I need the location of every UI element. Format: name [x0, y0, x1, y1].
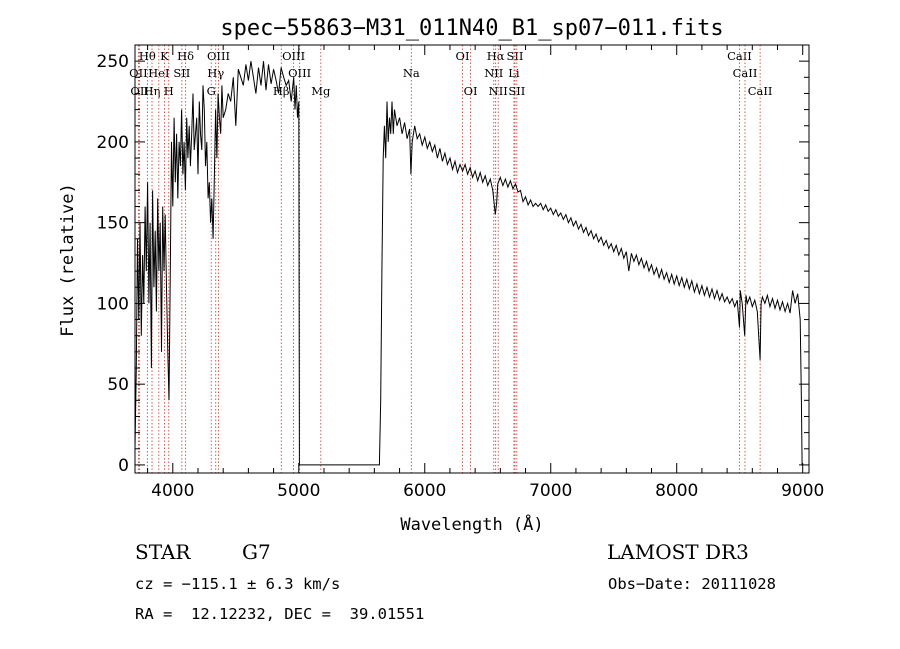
x-tick-label: 4000: [151, 481, 194, 501]
spectral-line-label: Hδ: [177, 49, 194, 63]
spectral-line-label: OIII: [207, 49, 230, 63]
y-tick-label: 250: [97, 52, 129, 72]
spectral-line-label: Hβ: [273, 84, 290, 98]
spectral-line-label: CaII: [733, 66, 758, 80]
spectral-line-label: K: [160, 49, 169, 63]
spectral-line-label: NII: [489, 84, 508, 98]
spectral-line-label: Li: [508, 66, 520, 80]
y-tick-label: 100: [97, 294, 129, 314]
spectral-line-label: NII: [484, 66, 503, 80]
spectral-line-label: Hη: [144, 84, 161, 98]
x-tick-label: 7000: [529, 481, 572, 501]
spectral-line-label: OIII: [288, 66, 311, 80]
x-tick-label: 6000: [403, 481, 446, 501]
spectral-line-label: SII: [506, 49, 523, 63]
y-axis-label: Flux (relative): [58, 183, 78, 337]
x-tick-label: 9000: [781, 481, 824, 501]
spectral-line-label: OIII: [282, 49, 305, 63]
spectral-line-label: OII: [129, 66, 148, 80]
plot-frame: [134, 44, 810, 474]
chart-title: spec−55863−M31_011N40_B1_sp07−011.fits: [220, 16, 723, 41]
y-tick-label: 0: [118, 456, 129, 476]
coordinates: RA = 12.12232, DEC = 39.01551: [135, 605, 425, 623]
flux-series-line: [134, 61, 803, 466]
spectral-line-label: Na: [403, 66, 420, 80]
x-tick-label: 8000: [655, 481, 698, 501]
spectral-line-label: CaII: [727, 49, 752, 63]
y-tick-label: 50: [107, 375, 129, 395]
spectral-line-label: SII: [508, 84, 525, 98]
x-tick-label: 5000: [277, 481, 320, 501]
redshift-velocity: cz = −115.1 ± 6.3 km/s: [135, 575, 341, 593]
spectral-line-label: HeI: [148, 66, 169, 80]
spectral-line-label: SII: [173, 66, 190, 80]
spectral-line-label: H: [164, 84, 174, 98]
observation-date: Obs−Date: 20111028: [608, 575, 776, 593]
y-tick-label: 200: [97, 133, 129, 153]
spectral-line-label: G: [207, 84, 216, 98]
spectral-line-label: CaII: [748, 84, 773, 98]
object-subclass: G7: [242, 540, 271, 564]
spectral-line-label: Hα: [487, 49, 505, 63]
spectral-line-label: OI: [464, 84, 478, 98]
y-tick-label: 150: [97, 214, 129, 234]
x-axis-label: Wavelength (Å): [400, 513, 543, 535]
spectral-line-label: OI: [456, 49, 470, 63]
spectral-line-label: Hγ: [207, 66, 224, 80]
survey-name: LAMOST DR3: [607, 540, 749, 564]
spectral-line-label: Mg: [311, 84, 331, 98]
object-class: STAR: [135, 540, 191, 564]
